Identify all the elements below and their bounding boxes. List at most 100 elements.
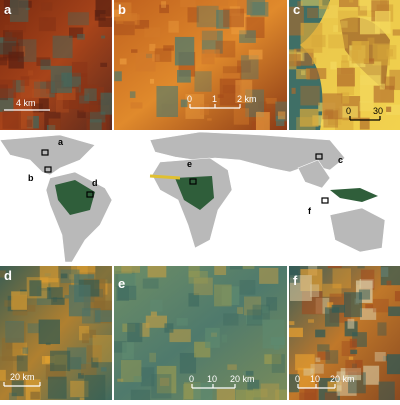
texture-patch: [295, 354, 315, 371]
texture-patch: [39, 266, 59, 283]
texture-patch: [367, 37, 375, 45]
texture-patch: [114, 9, 121, 17]
map-label: c: [338, 155, 343, 165]
texture-patch: [325, 350, 339, 364]
texture-patch: [375, 10, 391, 34]
texture-patch: [328, 34, 348, 49]
texture-patch: [100, 92, 112, 115]
texture-patch: [154, 48, 172, 62]
scale-label: 2 km: [237, 94, 257, 104]
scale-bar: [349, 116, 381, 121]
texture-patch: [0, 369, 6, 381]
texture-patch: [95, 0, 112, 17]
texture-patch: [248, 49, 263, 60]
texture-patch: [83, 104, 90, 112]
texture-patch: [358, 289, 371, 300]
locator-a: [41, 149, 49, 156]
scale-bar: [191, 384, 236, 389]
texture-patch: [130, 389, 151, 400]
texture-patch: [333, 25, 338, 32]
texture-patch: [60, 269, 80, 284]
texture-patch: [304, 388, 319, 400]
texture-patch: [384, 76, 396, 90]
texture-patch: [380, 266, 400, 286]
texture-patch: [247, 379, 260, 391]
texture-patch: [101, 35, 106, 39]
texture-patch: [179, 352, 197, 374]
scale-label: 10: [310, 374, 320, 384]
texture-patch: [223, 313, 239, 326]
texture-patch: [180, 0, 196, 8]
texture-patch: [79, 326, 90, 341]
texture-patch: [300, 0, 323, 6]
texture-patch: [240, 55, 259, 80]
texture-patch: [216, 388, 236, 400]
texture-patch: [149, 352, 157, 363]
texture-patch: [121, 266, 140, 273]
texture-patch: [215, 40, 236, 58]
texture-patch: [123, 14, 140, 26]
texture-patch: [142, 278, 159, 289]
texture-patch: [31, 88, 50, 99]
texture-patch: [351, 363, 357, 369]
texture-patch: [20, 76, 30, 86]
texture-patch: [164, 323, 174, 333]
texture-patch: [67, 347, 87, 370]
texture-patch: [394, 291, 400, 302]
texture-patch: [386, 354, 400, 375]
scale-label: 0: [295, 374, 300, 384]
texture-patch: [235, 389, 254, 400]
texture-patch: [0, 270, 6, 278]
eurasia: [149, 131, 346, 173]
texture-patch: [386, 280, 392, 286]
texture-patch: [372, 298, 389, 313]
scale-label: 1: [212, 94, 217, 104]
texture-patch: [327, 266, 342, 269]
texture-patch: [98, 17, 112, 27]
locator-e: [189, 178, 197, 185]
scale-label: 0: [187, 94, 192, 104]
texture-patch: [64, 295, 70, 299]
texture-patch: [374, 352, 386, 362]
texture-patch: [91, 357, 99, 368]
texture-patch: [22, 99, 31, 105]
scale-label: 20 km: [330, 374, 355, 384]
texture-patch: [119, 58, 127, 65]
texture-patch: [289, 270, 299, 278]
texture-patch: [306, 68, 318, 81]
texture-patch: [52, 35, 73, 59]
texture-patch: [223, 8, 245, 28]
congo-forest: [175, 176, 214, 210]
texture-patch: [246, 309, 263, 326]
texture-patch: [309, 284, 320, 298]
texture-patch: [135, 52, 156, 72]
texture-patch: [84, 88, 97, 102]
texture-patch: [18, 109, 34, 129]
texture-patch: [214, 266, 227, 276]
texture-patch: [229, 6, 241, 16]
texture-patch: [239, 30, 256, 43]
texture-patch: [339, 106, 358, 118]
texture-patch: [207, 118, 212, 121]
texture-patch: [219, 78, 240, 106]
texture-patch: [201, 49, 215, 65]
texture-patch: [276, 115, 285, 126]
texture-patch: [45, 356, 55, 363]
texture-patch: [200, 22, 218, 41]
texture-patch: [149, 78, 155, 84]
texture-patch: [327, 302, 334, 309]
texture-patch: [8, 51, 24, 69]
texture-patch: [355, 360, 362, 368]
texture-patch: [120, 360, 142, 383]
texture-patch: [130, 102, 143, 109]
texture-patch: [340, 368, 362, 381]
texture-patch: [69, 274, 78, 280]
scale-label: 0: [346, 106, 351, 116]
texture-patch: [334, 117, 354, 130]
locator-b: [44, 166, 52, 173]
texture-patch: [95, 310, 112, 322]
panel-texture: [114, 266, 287, 400]
texture-patch: [303, 368, 314, 376]
texture-patch: [77, 110, 86, 119]
texture-patch: [25, 304, 36, 312]
